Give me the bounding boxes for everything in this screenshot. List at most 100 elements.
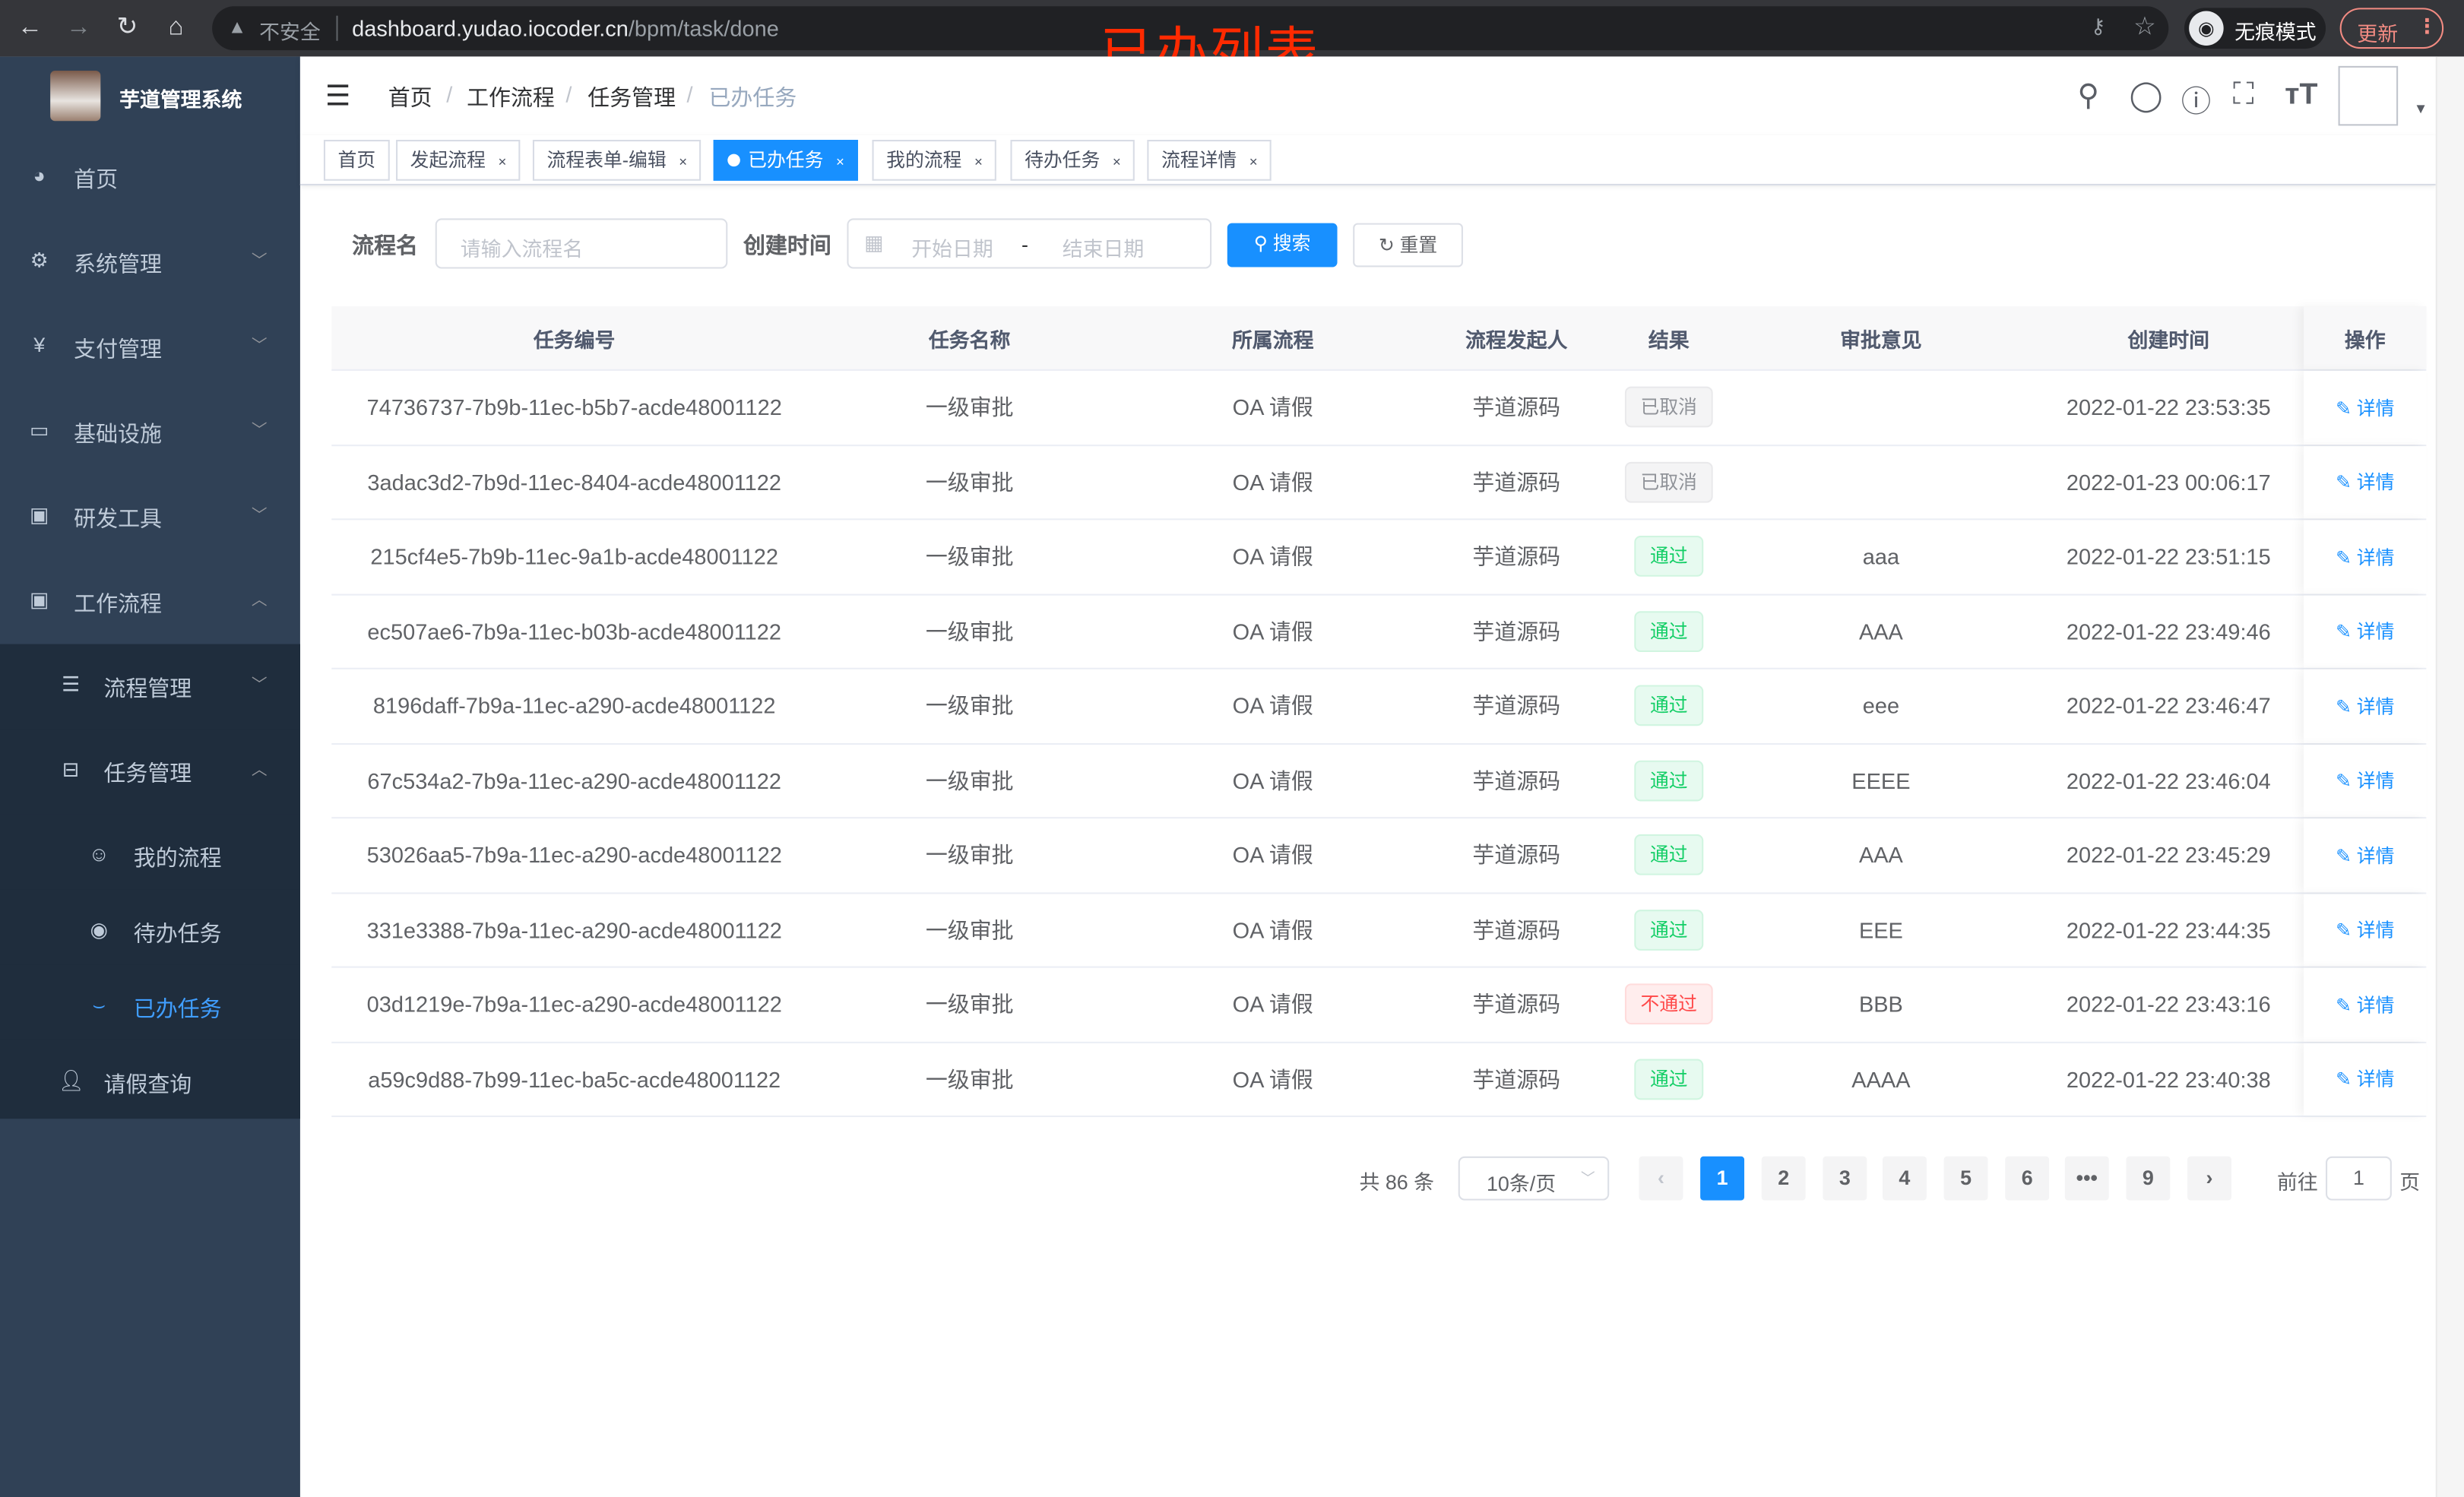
- help-icon[interactable]: ⓘ: [2181, 86, 2212, 120]
- avatar[interactable]: [2338, 65, 2399, 126]
- detail-link[interactable]: ✎ 详情: [2336, 618, 2394, 644]
- more-pages-button[interactable]: •••: [2064, 1156, 2109, 1201]
- address-bar[interactable]: ▲ 不安全 dashboard.yudao.iocoder.cn/bpm/tas…: [212, 6, 2169, 51]
- page-size-select[interactable]: 10条/页 ﹀: [1458, 1156, 1610, 1201]
- sidebar-item-infra[interactable]: ▭ 基础设施 ﹀: [0, 390, 300, 475]
- sidebar-item-leave-query[interactable]: 👤︎ 请假查询: [0, 1040, 300, 1119]
- update-button[interactable]: 更新 ⋮: [2339, 8, 2444, 49]
- table-row: 8196daff-7b9a-11ec-a290-acde48001122 一级审批…: [331, 669, 2427, 745]
- next-page-button[interactable]: ›: [2187, 1156, 2231, 1201]
- hamburger-icon[interactable]: ☰: [325, 80, 351, 112]
- detail-link[interactable]: ✎ 详情: [2336, 916, 2394, 943]
- sidebar-item-todo[interactable]: ◉ 待办任务: [0, 889, 300, 965]
- close-icon[interactable]: ×: [498, 153, 507, 170]
- sidebar-item-label: 已办任务: [133, 995, 222, 1021]
- cell-starter: 芋道源码: [1472, 543, 1561, 569]
- tag-done-tasks[interactable]: 已办任务 ×: [713, 140, 859, 181]
- edit-icon: ✎: [2336, 770, 2357, 793]
- cell-action: ✎ 详情: [2304, 744, 2427, 818]
- search-button-label: 搜索: [1272, 233, 1311, 255]
- cell-action: ✎ 详情: [2304, 445, 2427, 519]
- detail-link[interactable]: ✎ 详情: [2336, 469, 2394, 495]
- sidebar-item-pay[interactable]: ¥ 支付管理 ﹀: [0, 305, 300, 390]
- detail-link[interactable]: ✎ 详情: [2336, 842, 2394, 869]
- sidebar-item-devtools[interactable]: ▣ 研发工具 ﹀: [0, 474, 300, 559]
- fullscreen-icon[interactable]: ⛶: [2233, 78, 2254, 112]
- sidebar-item-workflow[interactable]: ▣ 工作流程 ︿: [0, 559, 300, 644]
- table-row: 53026aa5-7b9a-11ec-a290-acde48001122 一级审批…: [331, 818, 2427, 894]
- page-button[interactable]: 4: [1882, 1156, 1927, 1201]
- close-icon[interactable]: ×: [974, 153, 983, 170]
- tag-start-process[interactable]: 发起流程 ×: [396, 140, 521, 181]
- sidebar-item-task-manage[interactable]: ⊟ 任务管理 ︿: [0, 729, 300, 815]
- cell-name: 一级审批: [925, 543, 1014, 569]
- font-size-icon[interactable]: ᴛT: [2285, 78, 2318, 112]
- search-button[interactable]: ⚲ 搜索: [1227, 223, 1338, 267]
- detail-link[interactable]: ✎ 详情: [2336, 543, 2394, 570]
- close-icon[interactable]: ×: [835, 153, 844, 170]
- github-icon[interactable]: ◯: [2129, 80, 2163, 113]
- detail-link[interactable]: ✎ 详情: [2336, 991, 2394, 1018]
- page-button[interactable]: 9: [2126, 1156, 2171, 1201]
- table-row: a59c9d88-7b99-11ec-ba5c-acde48001122 一级审批…: [331, 1042, 2427, 1118]
- edit-icon: ✎: [2336, 844, 2357, 867]
- cell-action: ✎ 详情: [2304, 594, 2427, 668]
- scrollbar[interactable]: [2435, 56, 2464, 1497]
- breadcrumb-item[interactable]: 任务管理: [587, 84, 676, 110]
- breadcrumb-item[interactable]: 首页: [388, 84, 432, 110]
- date-range-picker[interactable]: ▦ 开始日期 - 结束日期: [847, 218, 1212, 269]
- tag-home[interactable]: 首页: [323, 140, 390, 181]
- process-name-input[interactable]: 请输入流程名: [435, 218, 728, 269]
- sidebar-item-label: 支付管理: [74, 336, 162, 362]
- close-icon[interactable]: ×: [679, 153, 688, 170]
- page-button[interactable]: 6: [2005, 1156, 2050, 1201]
- detail-link[interactable]: ✎ 详情: [2336, 394, 2394, 420]
- url-text[interactable]: dashboard.yudao.iocoder.cn/bpm/task/done: [352, 16, 779, 41]
- people-icon: ☺: [88, 842, 109, 866]
- star-icon[interactable]: ☆: [2133, 14, 2156, 41]
- page-button[interactable]: 1: [1700, 1156, 1745, 1201]
- sidebar-item-my-process[interactable]: ☺ 我的流程: [0, 814, 300, 890]
- tag-todo[interactable]: 待办任务 ×: [1010, 140, 1135, 181]
- detail-link[interactable]: ✎ 详情: [2336, 767, 2394, 794]
- process-name-label: 流程名: [352, 233, 418, 258]
- breadcrumb-item[interactable]: 工作流程: [467, 84, 555, 110]
- cell-result: 通过: [1609, 744, 1728, 817]
- column-header: 所属流程: [1231, 328, 1314, 352]
- tag-my-process[interactable]: 我的流程 ×: [872, 140, 997, 181]
- start-date-placeholder[interactable]: 开始日期: [911, 237, 993, 261]
- sidebar-item-system[interactable]: ⚙ 系统管理 ﹀: [0, 220, 300, 305]
- page-button[interactable]: 3: [1823, 1156, 1867, 1201]
- goto-page-input[interactable]: 1: [2326, 1156, 2392, 1201]
- key-icon[interactable]: ⚷: [2090, 14, 2106, 38]
- end-date-placeholder[interactable]: 结束日期: [1062, 237, 1145, 261]
- close-icon[interactable]: ×: [1249, 153, 1258, 170]
- cell-process: OA 请假: [1232, 693, 1313, 719]
- detail-label: 详情: [2356, 994, 2395, 1017]
- home-icon[interactable]: ⌂: [168, 14, 184, 41]
- incognito-badge[interactable]: ◉ 无痕模式: [2184, 8, 2326, 49]
- close-icon[interactable]: ×: [1112, 153, 1121, 170]
- page-button[interactable]: 5: [1943, 1156, 1988, 1201]
- sidebar-item-home[interactable]: ◕ 首页: [0, 135, 300, 220]
- cell-time: 2022-01-22 23:51:15: [2066, 543, 2271, 569]
- tag-form-edit[interactable]: 流程表单-编辑 ×: [532, 140, 702, 181]
- sidebar-item-process-manage[interactable]: ☰ 流程管理 ﹀: [0, 644, 300, 730]
- sidebar-item-done[interactable]: ⌣ 已办任务: [0, 964, 300, 1040]
- status-badge: 已取消: [1624, 461, 1713, 503]
- back-icon[interactable]: ←: [17, 14, 43, 41]
- reload-icon[interactable]: ↻: [116, 14, 138, 41]
- detail-link[interactable]: ✎ 详情: [2336, 692, 2394, 719]
- reset-button[interactable]: ↻ 重置: [1353, 223, 1463, 267]
- prev-page-button[interactable]: ‹: [1639, 1156, 1683, 1201]
- page-button[interactable]: 2: [1761, 1156, 1806, 1201]
- tag-process-detail[interactable]: 流程详情 ×: [1147, 140, 1272, 181]
- cell-process: OA 请假: [1232, 469, 1313, 495]
- cell-process: OA 请假: [1232, 767, 1313, 793]
- tags-view: 首页 发起流程 × 流程表单-编辑 × 已办任务 × 我的流程 × 待办任务 × 流程详情…: [299, 135, 2436, 185]
- forward-icon[interactable]: →: [65, 14, 91, 41]
- cell-starter: 芋道源码: [1472, 619, 1561, 644]
- caret-down-icon[interactable]: ▼: [2413, 100, 2428, 117]
- detail-link[interactable]: ✎ 详情: [2336, 1065, 2394, 1092]
- search-icon[interactable]: ⚲: [2077, 80, 2100, 113]
